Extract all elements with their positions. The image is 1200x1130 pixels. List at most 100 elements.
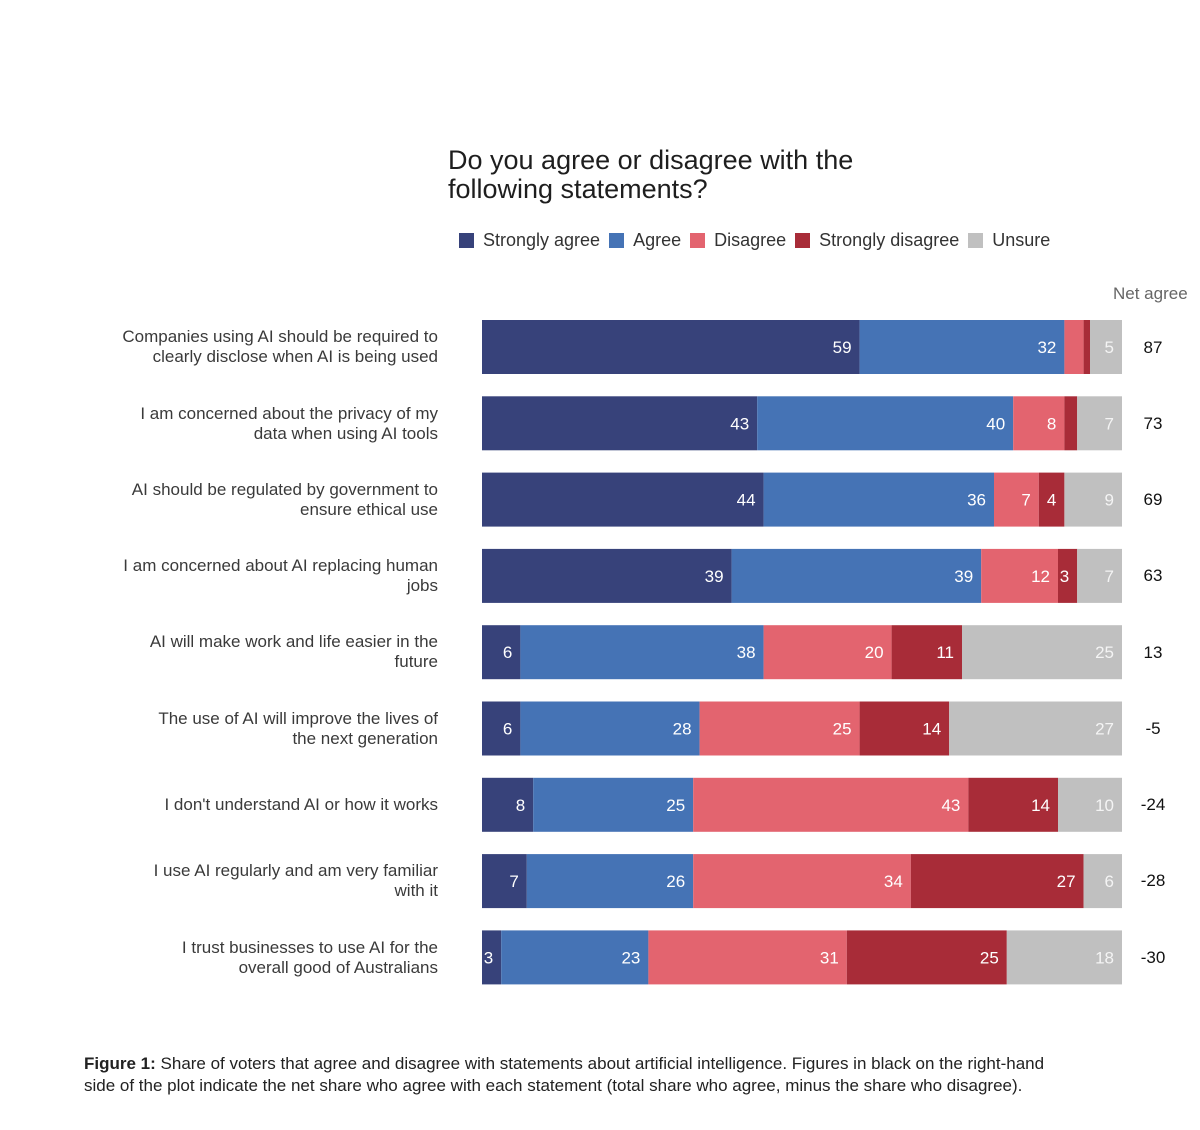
net-agree-value: 63 — [1143, 566, 1163, 585]
bar-value-label: 26 — [666, 872, 685, 891]
bar-value-label: 11 — [936, 643, 954, 662]
category-label: I am concerned about AI replacing human … — [123, 556, 438, 595]
chart-title: Do you agree or disagree with the follow… — [448, 145, 854, 204]
bar-value-label: 14 — [1031, 796, 1050, 815]
legend-swatch-strongly-agree — [459, 232, 474, 248]
caption-label: Figure 1: — [84, 1054, 156, 1073]
chart-legend: Strongly agree Agree Disagree Strongly d… — [459, 228, 1059, 252]
bar-value-label: 43 — [730, 414, 749, 433]
bar-strongly-disagree — [846, 930, 1007, 985]
bar-value-label: 39 — [954, 567, 973, 586]
bar-unsure — [962, 625, 1122, 680]
bar-strongly-agree — [482, 396, 758, 451]
legend-swatch-disagree — [690, 232, 706, 248]
bar-agree — [533, 777, 694, 832]
bar-value-label: 32 — [1037, 338, 1056, 357]
net-agree-value: -24 — [1140, 795, 1166, 814]
bar-value-label: 44 — [737, 491, 756, 510]
bar-strongly-agree — [482, 777, 534, 832]
bar-unsure — [1006, 930, 1122, 985]
bar-strongly-disagree — [968, 777, 1058, 832]
net-agree-value: 13 — [1143, 643, 1163, 662]
bar-value-label: 28 — [673, 720, 692, 739]
category-label: I use AI regularly and am very familiar … — [153, 861, 438, 900]
legend-swatch-strongly-disagree — [795, 232, 811, 248]
bar-strongly-agree — [482, 701, 521, 756]
bar-value-label: 27 — [1057, 872, 1076, 891]
legend-swatch-agree — [609, 232, 625, 248]
net-agree-value: 73 — [1143, 414, 1163, 433]
bar-agree — [520, 701, 700, 756]
bar-strongly-disagree — [910, 854, 1084, 909]
bar-unsure — [1077, 548, 1122, 603]
bar-unsure — [1083, 854, 1122, 909]
bar-value-label: 6 — [503, 720, 512, 739]
bar-strongly-disagree — [1038, 472, 1065, 527]
bar-value-label: 7 — [1105, 567, 1114, 586]
bar-value-label: 31 — [820, 948, 839, 967]
bar-disagree — [693, 854, 911, 909]
bar-value-label: 39 — [705, 567, 724, 586]
figure-caption: Figure 1: Share of voters that agree and… — [84, 1053, 1064, 1097]
bar-unsure — [949, 701, 1122, 756]
bar-value-label: 34 — [884, 872, 903, 891]
legend-label: Strongly disagree — [819, 229, 960, 250]
bar-value-label: 8 — [516, 796, 525, 815]
bar-strongly-disagree — [891, 625, 962, 680]
bar-strongly-agree — [482, 625, 521, 680]
category-label: The use of AI will improve the lives of … — [158, 709, 438, 748]
bar-strongly-agree — [482, 854, 527, 909]
bar-unsure — [1077, 396, 1122, 451]
bar-strongly-agree — [482, 548, 732, 603]
bar-agree — [520, 625, 764, 680]
bar-strongly-disagree — [1064, 396, 1078, 451]
bar-agree — [501, 930, 649, 985]
bar-value-label: 43 — [941, 796, 960, 815]
legend-label: Agree — [633, 229, 682, 250]
bar-value-label: 6 — [503, 643, 512, 662]
legend-item-disagree: Disagree — [690, 230, 786, 251]
bar-value-label: 3 — [1060, 567, 1069, 586]
bar-agree — [859, 320, 1065, 374]
category-label: Companies using AI should be required to… — [122, 327, 438, 366]
bar-strongly-disagree — [1058, 548, 1078, 603]
bar-value-label: 40 — [986, 414, 1005, 433]
bar-value-label: 4 — [1047, 491, 1056, 510]
bar-value-label: 25 — [980, 948, 999, 967]
bar-strongly-agree — [482, 320, 860, 374]
bar-agree — [526, 854, 694, 909]
bar-strongly-disagree — [859, 701, 950, 756]
bar-value-label: 20 — [865, 643, 884, 662]
category-label: I am concerned about the privacy of my d… — [140, 404, 438, 443]
bar-unsure — [1090, 320, 1122, 374]
bar-value-label: 18 — [1095, 948, 1114, 967]
bar-agree — [731, 548, 982, 603]
net-agree-value: -5 — [1145, 719, 1161, 738]
bar-value-label: 8 — [1047, 414, 1056, 433]
net-agree-value: -30 — [1140, 948, 1166, 967]
legend-item-strongly-agree: Strongly agree — [459, 230, 600, 251]
bar-value-label: 36 — [967, 491, 986, 510]
legend-label: Unsure — [992, 229, 1051, 250]
category-label: AI will make work and life easier in the… — [149, 632, 438, 671]
bar-value-label: 25 — [1095, 643, 1114, 662]
category-label: I don't understand AI or how it works — [164, 795, 438, 814]
bar-unsure — [1058, 777, 1122, 832]
bar-value-label: 27 — [1095, 720, 1114, 739]
bar-value-label: 7 — [1105, 414, 1114, 433]
bar-disagree — [1013, 396, 1065, 451]
category-label: I trust businesses to use AI for the ove… — [181, 938, 438, 977]
bar-disagree — [994, 472, 1039, 527]
caption-text: Share of voters that agree and disagree … — [84, 1054, 1045, 1095]
legend-label: Strongly agree — [483, 229, 601, 250]
net-agree-value: 87 — [1143, 338, 1163, 357]
bar-value-label: 7 — [1021, 491, 1030, 510]
net-agree-header: Net agree — [1113, 284, 1188, 303]
bar-value-label: 25 — [833, 720, 852, 739]
net-agree-value: -28 — [1140, 871, 1166, 890]
bar-value-label: 23 — [621, 948, 640, 967]
bar-strongly-agree — [482, 472, 764, 527]
bar-value-label: 14 — [922, 720, 941, 739]
bar-agree — [757, 396, 1014, 451]
